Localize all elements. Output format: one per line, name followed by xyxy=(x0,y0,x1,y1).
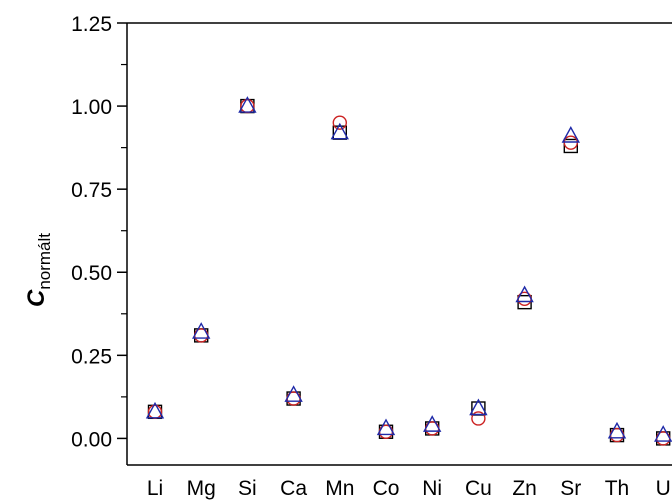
data-point-triangle xyxy=(376,418,396,436)
data-point-triangle xyxy=(423,415,442,432)
x-tick-label: Si xyxy=(238,477,257,500)
data-point-triangle xyxy=(330,122,349,140)
data-point-triangle xyxy=(515,285,534,303)
data-point-triangle xyxy=(654,425,672,442)
data-point-triangle xyxy=(284,385,303,402)
x-tick-label: Cu xyxy=(465,477,492,500)
y-axis-label-sub: normált xyxy=(35,233,54,290)
x-tick-label: Mn xyxy=(325,477,354,500)
data-point-circle xyxy=(471,411,486,426)
y-tick-label: 1.25 xyxy=(71,13,112,36)
y-tick-label: 0.50 xyxy=(71,262,112,285)
x-tick-label: Ca xyxy=(280,477,307,500)
x-tick-labels: Li Mg Si Ca Mn Co Ni Cu Zn Sr Th U xyxy=(147,477,671,500)
x-tick-label: Th xyxy=(605,477,630,500)
y-ticks: 0.00 0.25 0.50 0.75 1.00 1.25 xyxy=(71,13,127,451)
data-point-circle xyxy=(332,115,347,130)
data-point-triangle xyxy=(469,398,488,416)
data-point-triangle xyxy=(192,322,211,339)
data-point-triangle xyxy=(145,401,165,419)
y-tick-label: 1.00 xyxy=(71,96,112,119)
data-point-triangle xyxy=(607,421,627,439)
x-tick-label: Li xyxy=(147,477,163,500)
x-tick-label: U xyxy=(656,477,671,500)
data-point-triangle xyxy=(238,96,257,113)
x-tick-label: Sr xyxy=(560,477,581,500)
x-tick-label: Mg xyxy=(187,477,216,500)
y-tick-label: 0.75 xyxy=(71,179,112,202)
y-axis-label: Cnormált xyxy=(23,233,54,307)
y-axis-label-main: C xyxy=(23,289,50,307)
x-tick-label: Zn xyxy=(512,477,537,500)
y-tick-label: 0.00 xyxy=(71,428,112,451)
x-tick-label: Ni xyxy=(422,477,442,500)
x-tick-label: Co xyxy=(373,477,400,500)
y-tick-label: 0.25 xyxy=(71,345,112,368)
axes xyxy=(126,22,672,466)
data-point-square xyxy=(563,138,578,154)
data-points xyxy=(145,96,672,446)
data-point-triangle xyxy=(561,126,580,143)
